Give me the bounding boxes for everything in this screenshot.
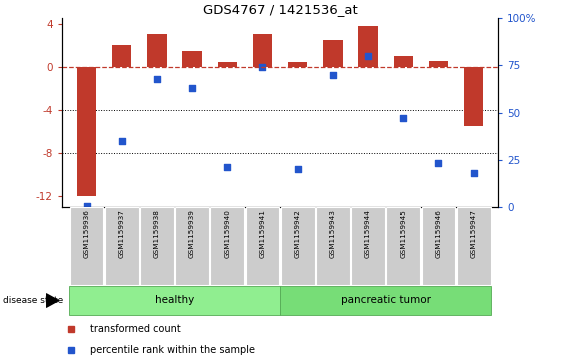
Bar — [253, 34, 272, 67]
Bar — [281, 207, 315, 285]
Bar — [112, 45, 131, 67]
Point — [153, 76, 162, 81]
Point — [117, 138, 126, 144]
Text: GSM1159940: GSM1159940 — [224, 209, 230, 258]
Text: GSM1159938: GSM1159938 — [154, 209, 160, 258]
Bar — [70, 207, 104, 285]
Bar — [69, 286, 280, 315]
Bar — [351, 207, 385, 285]
Text: percentile rank within the sample: percentile rank within the sample — [90, 345, 255, 355]
Point — [258, 64, 267, 70]
Text: pancreatic tumor: pancreatic tumor — [341, 295, 431, 305]
Text: GSM1159937: GSM1159937 — [119, 209, 125, 258]
Text: disease state: disease state — [3, 296, 63, 305]
Bar — [140, 207, 174, 285]
Bar — [359, 26, 378, 67]
Point — [293, 166, 302, 172]
Text: GSM1159936: GSM1159936 — [83, 209, 90, 258]
Bar — [148, 34, 167, 67]
Text: healthy: healthy — [155, 295, 194, 305]
Bar — [218, 62, 237, 67]
Bar — [386, 207, 420, 285]
Point — [187, 85, 196, 91]
Text: GSM1159943: GSM1159943 — [330, 209, 336, 258]
Point — [328, 72, 337, 78]
Point — [399, 115, 408, 121]
Bar — [429, 61, 448, 67]
Bar — [288, 62, 307, 67]
Bar — [394, 56, 413, 67]
Title: GDS4767 / 1421536_at: GDS4767 / 1421536_at — [203, 3, 358, 16]
Polygon shape — [46, 294, 59, 307]
Bar — [211, 207, 244, 285]
Bar — [105, 207, 138, 285]
Text: GSM1159942: GSM1159942 — [294, 209, 301, 258]
Text: GSM1159939: GSM1159939 — [189, 209, 195, 258]
Bar — [464, 67, 483, 126]
Bar — [280, 286, 491, 315]
Point — [364, 53, 373, 59]
Text: transformed count: transformed count — [90, 324, 181, 334]
Bar — [323, 40, 342, 67]
Bar — [175, 207, 209, 285]
Bar — [182, 50, 202, 67]
Point — [469, 170, 478, 176]
Bar — [422, 207, 455, 285]
Point — [82, 203, 91, 209]
Bar — [316, 207, 350, 285]
Text: GSM1159944: GSM1159944 — [365, 209, 371, 258]
Bar — [77, 67, 96, 196]
Text: GSM1159941: GSM1159941 — [260, 209, 266, 258]
Text: GSM1159945: GSM1159945 — [400, 209, 406, 258]
Text: GSM1159947: GSM1159947 — [471, 209, 477, 258]
Bar — [245, 207, 279, 285]
Point — [223, 164, 232, 170]
Text: GSM1159946: GSM1159946 — [435, 209, 441, 258]
Bar — [457, 207, 490, 285]
Point — [434, 160, 443, 166]
